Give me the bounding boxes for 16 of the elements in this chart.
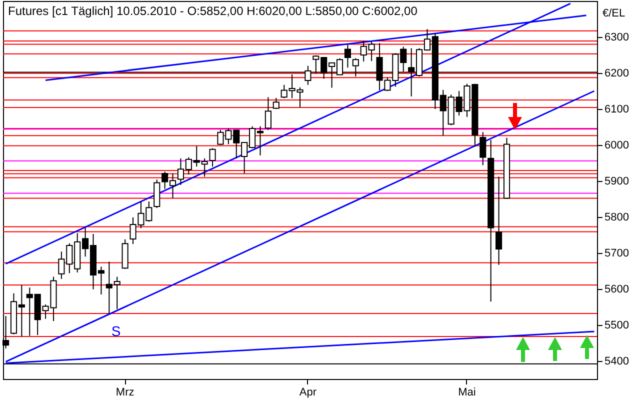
chart-title: Futures [c1 Täglich] 10.05.2010 - O:5852,00 H:6020,00 L:5850,00 C:6002,00 (8, 4, 418, 18)
annotation: S (111, 323, 121, 339)
y-tick-label: 6100 (604, 104, 629, 116)
y-tick-label: 5400 (604, 356, 629, 368)
y-tick-label: 5700 (604, 248, 629, 260)
y-tick-label: 5600 (604, 284, 629, 296)
y-tick-label: 6300 (604, 32, 629, 44)
y-tick-label: 5900 (604, 176, 629, 188)
y-axis-title: €/EL (602, 8, 626, 20)
y-tick-label: 5500 (604, 320, 629, 332)
y-tick-label: 6000 (604, 140, 629, 152)
y-tick-label: 5800 (604, 212, 629, 224)
x-tick-label: Mrz (116, 386, 134, 398)
y-tick-label: 6200 (604, 68, 629, 80)
x-tick-label: Mai (458, 386, 476, 398)
x-tick-label: Apr (299, 386, 317, 398)
